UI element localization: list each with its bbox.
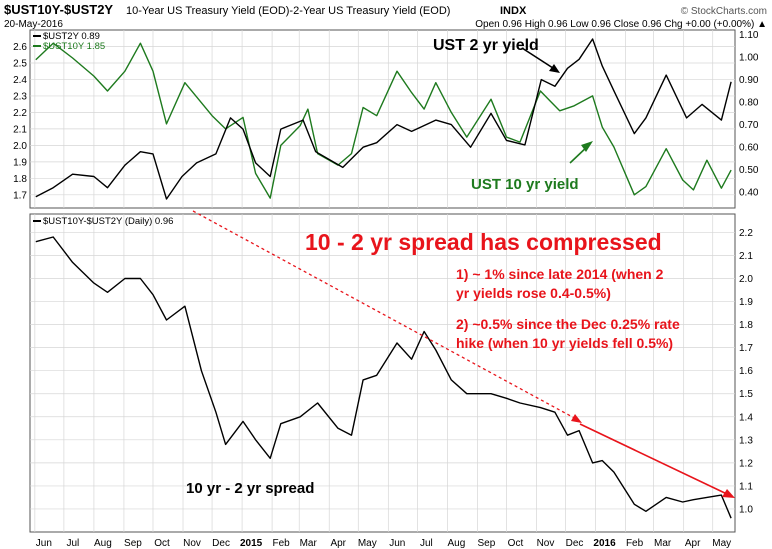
chart-exchange: INDX (500, 5, 527, 17)
bottom-right-axis-tick-label: 2.2 (739, 228, 753, 239)
spread-annotation: 10 yr - 2 yr spread (186, 480, 314, 497)
legend-entry: $UST10Y 1.85 (43, 41, 105, 52)
bottom-right-axis-tick-label: 1.3 (739, 435, 753, 446)
top-right-axis-tick-label: 0.70 (739, 120, 759, 131)
left-axis-tick-label: 1.9 (13, 157, 27, 168)
ust2y-arrow-head (549, 64, 560, 73)
x-tick-label: Aug (447, 538, 465, 549)
x-tick-label: Feb (272, 538, 290, 549)
ust2y-pointer-arrow (521, 47, 557, 71)
stockcharts-brand: © StockCharts.com (681, 6, 767, 17)
x-tick-label: Aug (94, 538, 112, 549)
axes-layer: Jun Jul Aug Sep Oct Nov Dec 2015 Feb Mar Apr May Jun… (13, 30, 759, 549)
x-tick-label: Jun (389, 538, 405, 549)
bottom-right-axis-tick-label: 1.5 (739, 389, 753, 400)
top-right-axis-tick-label: 0.40 (739, 188, 759, 199)
left-axis-tick-label: 2.6 (13, 42, 27, 53)
chart-date: 20-May-2016 (4, 19, 63, 30)
ust10y-annotation: UST 10 yr yield (471, 176, 579, 193)
top-panel-frame (29, 29, 736, 209)
legend-layer: $UST2Y 0.89$UST10Y 1.85 $UST10Y-$UST2Y (D… (33, 31, 173, 227)
x-tick-label: Apr (330, 538, 346, 549)
bottom-panel-frame (29, 213, 736, 533)
point2-line1: 2) ~0.5% since the Dec 0.25% rate (456, 316, 680, 332)
x-tick-label: Sep (478, 538, 496, 549)
left-axis-tick-label: 2.0 (13, 141, 27, 152)
point1-line2: yr yields rose 0.4-0.5%) (456, 285, 611, 301)
headline-annotation: 10 - 2 yr spread has compressed (305, 229, 662, 255)
bottom-right-axis-tick-label: 2.0 (739, 274, 753, 285)
bottom-right-axis-tick-label: 2.1 (739, 251, 753, 262)
point2-line2: hike (when 10 yr yields fell 0.5%) (456, 335, 673, 351)
x-tick-label: Mar (654, 538, 672, 549)
solid-arrow-head (722, 489, 735, 498)
left-axis-tick-label: 2.3 (13, 91, 27, 102)
x-tick-label: Mar (300, 538, 318, 549)
top-right-axis-tick-label: 0.80 (739, 98, 759, 109)
ust2y-annotation: UST 2 yr yield (433, 37, 539, 54)
bottom-right-axis-tick-label: 1.9 (739, 297, 753, 308)
x-tick-label: Nov (183, 538, 201, 549)
ust10y-series-line (35, 42, 732, 199)
left-axis-tick-label: 1.8 (13, 174, 27, 185)
top-right-axis-tick-label: 1.10 (739, 30, 759, 41)
spread-trend-solid-arrow (579, 423, 730, 496)
chart-ohlc: Open 0.96 High 0.96 Low 0.96 Close 0.96 … (475, 19, 767, 30)
top-right-axis-tick-label: 1.00 (739, 53, 759, 64)
dashed-arrow-head (571, 414, 582, 423)
top-right-axis-tick-label: 0.50 (739, 165, 759, 176)
chart-symbol: $UST10Y-$UST2Y (4, 2, 113, 17)
left-axis-tick-label: 2.1 (13, 124, 27, 135)
x-tick-label: Oct (154, 538, 170, 549)
x-tick-label: 2015 (240, 538, 263, 549)
x-tick-label: Dec (212, 538, 230, 549)
bottom-right-axis-tick-label: 1.0 (739, 504, 753, 515)
x-tick-label: Nov (537, 538, 555, 549)
left-axis-tick-label: 2.5 (13, 58, 27, 69)
grid-layer (30, 30, 735, 532)
x-tick-label: Jul (420, 538, 433, 549)
x-tick-label: Dec (566, 538, 584, 549)
legend-entry: $UST2Y 0.89 (43, 31, 100, 42)
ust10y-arrow-head (581, 141, 593, 152)
x-tick-label: May (358, 538, 377, 549)
chart-description: 10-Year US Treasury Yield (EOD)-2-Year U… (126, 5, 450, 17)
x-tick-label: 2016 (593, 538, 616, 549)
top-right-axis-tick-label: 0.60 (739, 143, 759, 154)
ust2y-series-line (35, 38, 732, 200)
bottom-right-axis-tick-label: 1.8 (739, 320, 753, 331)
x-tick-label: Feb (626, 538, 644, 549)
bottom-right-axis-tick-label: 1.6 (739, 366, 753, 377)
x-tick-label: Apr (685, 538, 701, 549)
bottom-right-axis-tick-label: 1.4 (739, 412, 753, 423)
x-tick-label: Sep (124, 538, 142, 549)
point1-line1: 1) ~ 1% since late 2014 (when 2 (456, 266, 664, 282)
left-axis-tick-label: 1.7 (13, 190, 27, 201)
bottom-right-axis-tick-label: 1.1 (739, 481, 753, 492)
x-tick-label: Jun (36, 538, 52, 549)
x-tick-label: Jul (66, 538, 79, 549)
top-right-axis-tick-label: 0.90 (739, 75, 759, 86)
left-axis-tick-label: 2.4 (13, 75, 27, 86)
spread-trend-dashed-arrow (192, 210, 579, 421)
bottom-right-axis-tick-label: 1.2 (739, 458, 753, 469)
bottom-right-axis-tick-label: 1.7 (739, 343, 753, 354)
x-tick-label: Oct (508, 538, 524, 549)
spread-series-line (35, 236, 732, 519)
x-tick-label: May (712, 538, 731, 549)
legend-entry: $UST10Y-$UST2Y (Daily) 0.96 (43, 216, 173, 227)
left-axis-tick-label: 2.2 (13, 108, 27, 119)
series-layer (35, 38, 732, 519)
